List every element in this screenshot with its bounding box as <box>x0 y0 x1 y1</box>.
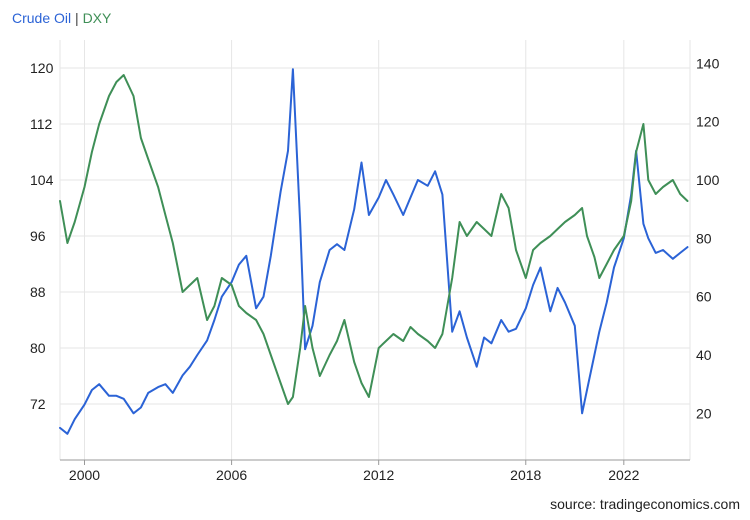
right-tick-label: 80 <box>696 230 712 246</box>
source-credit[interactable]: source: tradingeconomics.com <box>550 496 740 512</box>
legend-series1[interactable]: Crude Oil <box>12 10 72 26</box>
left-tick-label: 104 <box>30 172 54 188</box>
axes <box>60 459 690 465</box>
left-tick-label: 80 <box>30 340 46 356</box>
left-tick-label: 96 <box>30 228 46 244</box>
right-tick-label: 120 <box>696 114 720 130</box>
tick-labels: 72 80 88 96 104 112 120 20 40 60 80 100 120 140 2000 20… <box>30 55 720 483</box>
left-tick-label: 120 <box>30 60 54 76</box>
series-layer <box>59 68 689 435</box>
x-tick-label: 2006 <box>216 467 247 483</box>
legend-separator: | <box>71 10 83 26</box>
series-line-crude-oil <box>59 68 689 435</box>
chart-legend: Crude Oil | DXY <box>12 10 111 26</box>
right-tick-label: 100 <box>696 172 720 188</box>
legend-series2[interactable]: DXY <box>82 10 112 26</box>
series-line-dxy <box>59 74 689 405</box>
x-tick-label: 2022 <box>608 467 639 483</box>
grid <box>59 40 691 460</box>
right-tick-label: 60 <box>696 289 712 305</box>
x-tick-label: 2018 <box>510 467 541 483</box>
left-tick-label: 112 <box>30 116 53 132</box>
left-tick-label: 72 <box>30 396 46 412</box>
right-tick-label: 140 <box>696 55 720 71</box>
right-tick-label: 20 <box>696 405 712 421</box>
x-tick-label: 2000 <box>69 467 100 483</box>
right-tick-label: 40 <box>696 347 712 363</box>
left-tick-label: 88 <box>30 284 46 300</box>
x-tick-label: 2012 <box>363 467 394 483</box>
